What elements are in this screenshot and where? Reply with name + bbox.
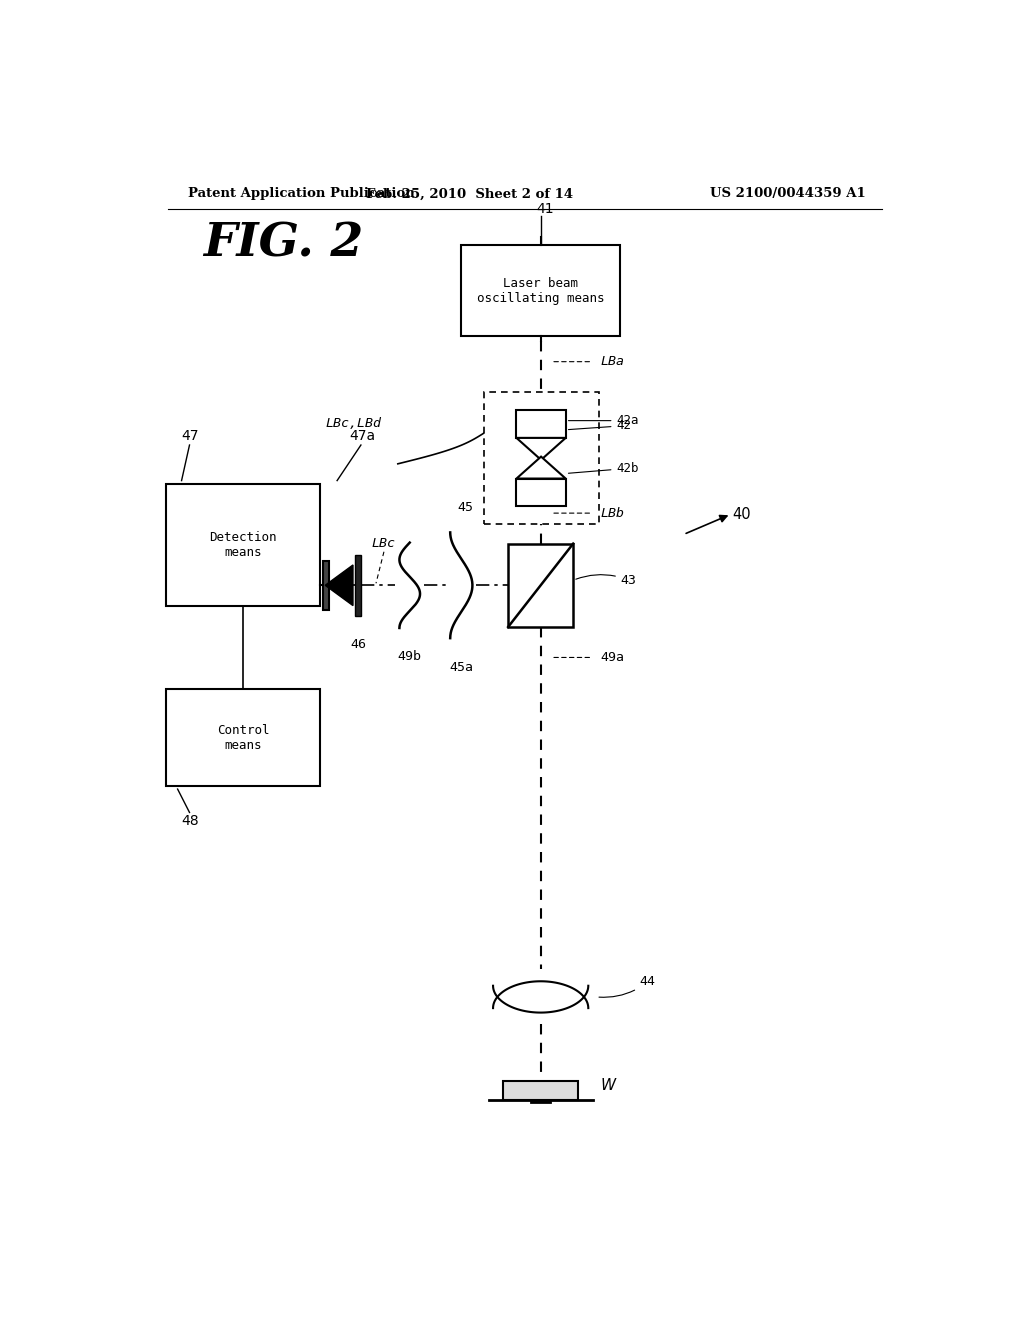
Text: LBc: LBc <box>372 537 396 549</box>
Bar <box>166 483 321 606</box>
Text: 42: 42 <box>568 420 632 432</box>
Text: 49a: 49a <box>600 651 625 664</box>
Bar <box>516 479 565 506</box>
Polygon shape <box>516 438 565 459</box>
Text: LBb: LBb <box>600 507 625 520</box>
Text: 48: 48 <box>181 814 200 829</box>
Bar <box>323 561 329 610</box>
Text: 47a: 47a <box>349 429 375 444</box>
Polygon shape <box>516 457 565 479</box>
Text: 43: 43 <box>575 574 637 586</box>
Bar <box>516 411 565 438</box>
Text: Laser beam
oscillating means: Laser beam oscillating means <box>477 276 604 305</box>
Text: Control
means: Control means <box>217 723 269 752</box>
Bar <box>503 1081 579 1100</box>
Bar <box>462 244 621 337</box>
Polygon shape <box>326 565 353 606</box>
Text: 44: 44 <box>599 975 656 998</box>
Text: 42a: 42a <box>568 414 639 428</box>
Text: LBa: LBa <box>600 355 625 368</box>
Text: 40: 40 <box>733 507 752 521</box>
Text: 47: 47 <box>181 429 199 444</box>
Bar <box>508 544 573 627</box>
Text: 46: 46 <box>350 638 367 651</box>
Text: FIG. 2: FIG. 2 <box>204 220 364 267</box>
Bar <box>355 554 360 616</box>
Bar <box>166 689 321 785</box>
Text: 45a: 45a <box>450 660 473 673</box>
Text: 42b: 42b <box>568 462 639 475</box>
Text: US 2100/0044359 A1: US 2100/0044359 A1 <box>711 187 866 201</box>
Text: Detection
means: Detection means <box>209 531 276 558</box>
Text: 41: 41 <box>536 202 553 216</box>
Text: Patent Application Publication: Patent Application Publication <box>187 187 415 201</box>
Text: 49b: 49b <box>397 651 422 664</box>
Bar <box>483 392 599 524</box>
Text: Feb. 25, 2010  Sheet 2 of 14: Feb. 25, 2010 Sheet 2 of 14 <box>366 187 572 201</box>
Text: LBc,LBd: LBc,LBd <box>326 417 382 430</box>
Text: 45: 45 <box>458 502 473 515</box>
Text: W: W <box>601 1078 615 1093</box>
